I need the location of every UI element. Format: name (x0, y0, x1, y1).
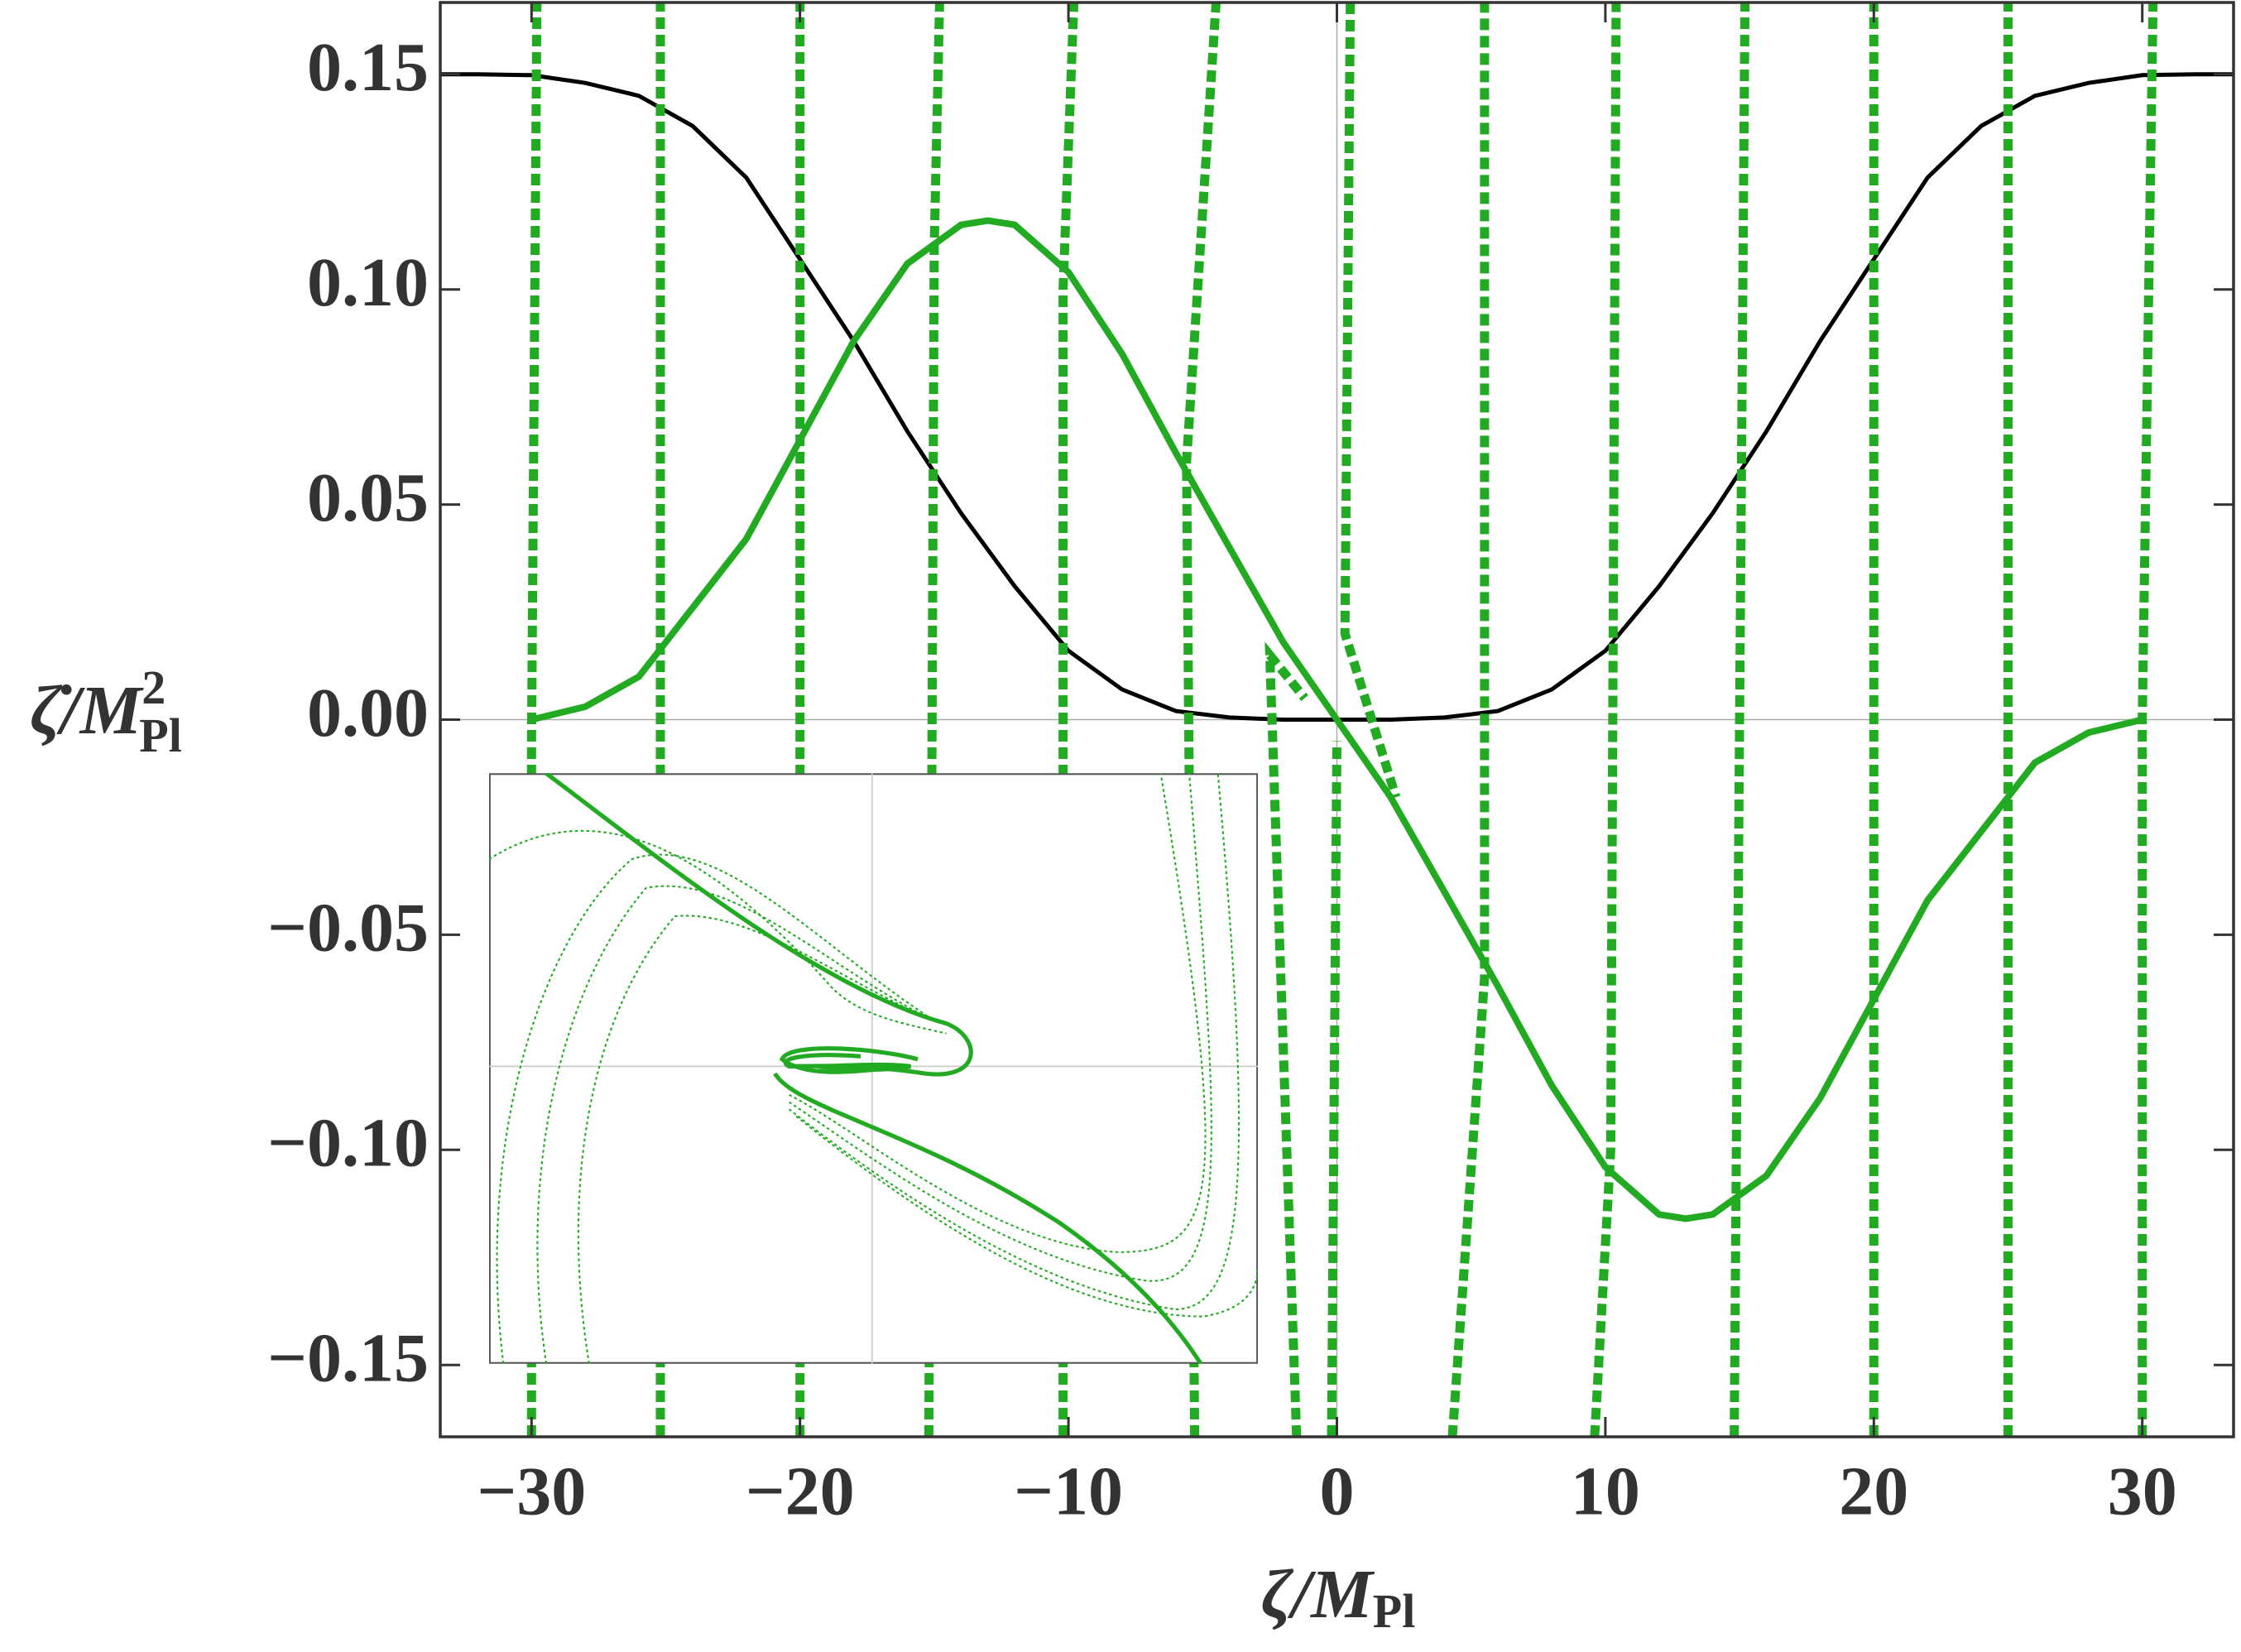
trajectory (1447, 2, 1490, 1438)
y-tick-label: 0.05 (307, 459, 429, 536)
trajectory (1327, 741, 1341, 1438)
trajectory (1182, 2, 1221, 1438)
y-tick-label: −0.05 (267, 890, 429, 967)
trajectory (1340, 2, 1401, 799)
trajectory (1590, 2, 1621, 1438)
inset-curves (489, 773, 1258, 1364)
x-tick-label: 30 (2108, 1453, 2177, 1530)
trajectory (1730, 2, 1750, 1438)
x-tick-label: −30 (477, 1453, 586, 1530)
trajectory (924, 2, 944, 1438)
x-tick-label: 20 (1839, 1453, 1908, 1530)
y-axis-label-superscript: 2 (142, 660, 166, 714)
x-tick-label: 10 (1571, 1453, 1640, 1530)
inset (489, 773, 1258, 1364)
plot-area (440, 2, 2234, 1438)
y-tick-label: −0.15 (267, 1319, 429, 1396)
y-tick-label: 0.10 (307, 244, 429, 321)
x-tick-label: −10 (1014, 1453, 1123, 1530)
trajectory (1264, 641, 1308, 1438)
x-tick-label: 0 (1320, 1453, 1355, 1530)
y-tick-label: 0.00 (307, 675, 429, 752)
x-axis-label-subscript: Pl (1373, 1584, 1416, 1638)
x-axis-label-text: ζ/M (1261, 1556, 1375, 1633)
y-axis-label: ζ̇/M2 Pl (30, 660, 182, 762)
x-tick-label: −20 (746, 1453, 855, 1530)
x-axis-label: ζ/MPl (1261, 1556, 1416, 1638)
y-tick-label: 0.15 (307, 29, 429, 106)
trajectory (2138, 2, 2158, 1437)
y-axis-label-subscript: Pl (139, 708, 182, 762)
frame: −30 −20 −10 0 10 20 30 −0.15 −0.10 −0.05 0.00 0.05 0… (267, 1, 2235, 1530)
y-axis-label-text: ζ̇/M (30, 672, 144, 749)
y-tick-label: −0.10 (267, 1105, 429, 1182)
curve (530, 217, 2143, 1222)
